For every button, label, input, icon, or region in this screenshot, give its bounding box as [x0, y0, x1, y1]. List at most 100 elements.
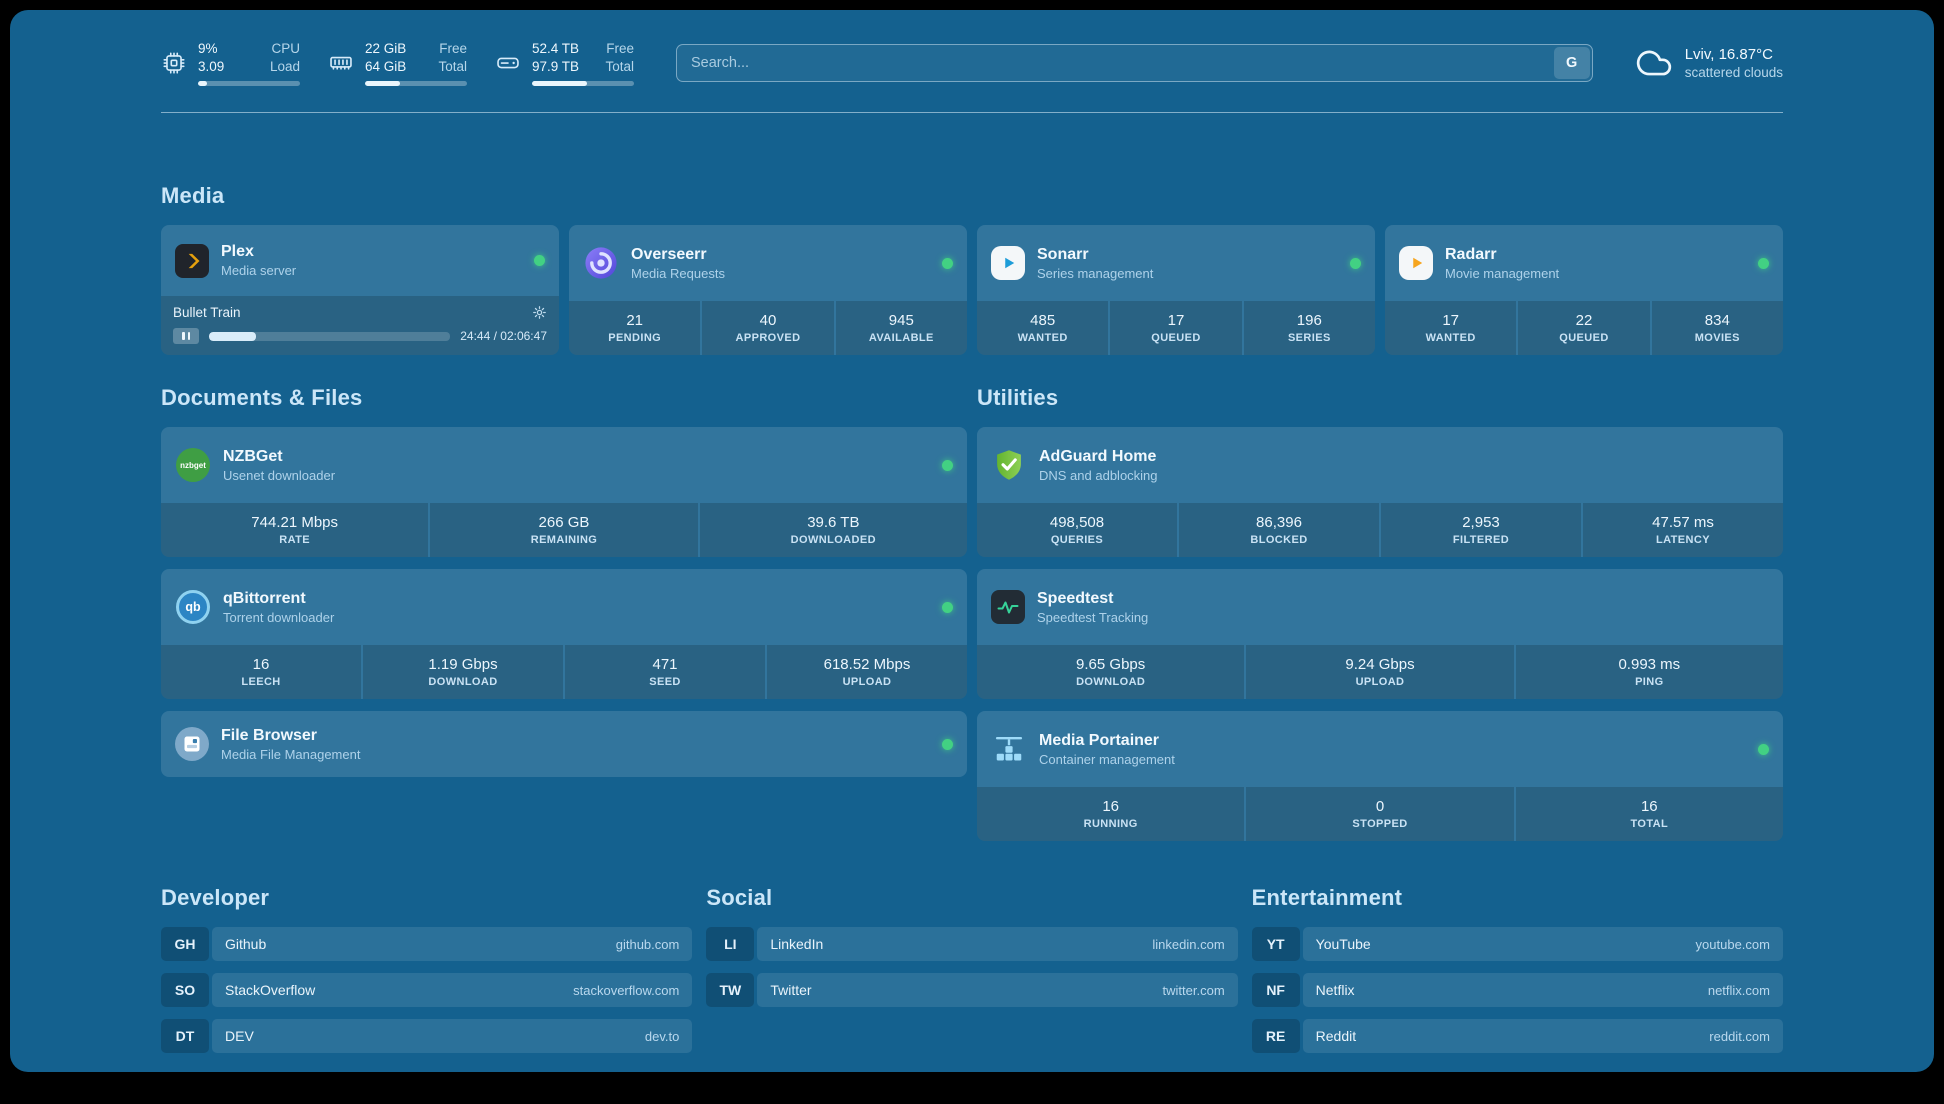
bookmark-reddit[interactable]: RE Reddit reddit.com [1251, 1019, 1783, 1053]
stat-downloaded: 39.6 TB DOWNLOADED [699, 503, 967, 557]
service-card-sonarr[interactable]: Sonarr Series management 485 WANTED 17 Q… [977, 225, 1375, 355]
memory-total-label: Total [438, 59, 467, 74]
plex-now-playing: Bullet Train [161, 296, 559, 355]
status-dot [942, 459, 953, 471]
bookmark-group-social: Social LI LinkedIn linkedin.com TW Twitt… [706, 885, 1238, 1053]
service-desc: Series management [1037, 265, 1154, 281]
service-name: Media Portainer [1039, 731, 1160, 749]
section-title-media: Media [161, 183, 225, 208]
service-name: qBittorrent [223, 589, 306, 607]
pause-button[interactable] [173, 328, 199, 344]
search-bar: G [676, 44, 1593, 82]
playback-progress-bar[interactable] [209, 331, 451, 341]
bookmark-abbr: NF [1251, 973, 1300, 1007]
service-card-qbittorrent[interactable]: qb qBittorrent Torrent downloader 16 LEE… [161, 569, 967, 699]
service-card-overseerr[interactable]: Overseerr Media Requests 21 PENDING 40 A… [569, 225, 967, 355]
gear-icon[interactable] [532, 305, 547, 320]
overseerr-icon [583, 245, 619, 281]
stat-approved: 40 APPROVED [702, 301, 834, 355]
disk-usage-bar [532, 81, 634, 86]
bookmark-name: Github [225, 936, 267, 952]
service-name: NZBGet [223, 447, 283, 465]
top-bar: 9% 3.09 CPU Load [161, 40, 1783, 86]
service-card-plex[interactable]: Plex Media server Bullet Train [161, 225, 559, 355]
bookmark-linkedin[interactable]: LI LinkedIn linkedin.com [706, 927, 1238, 961]
disk-free-label: Free [606, 41, 634, 56]
service-card-speedtest[interactable]: Speedtest Speedtest Tracking 9.65 Gbps D… [977, 569, 1783, 699]
service-name: Sonarr [1037, 245, 1089, 263]
bookmark-abbr: LI [706, 927, 755, 961]
status-dot [942, 738, 953, 750]
section-title-utilities: Utilities [977, 385, 1059, 410]
bookmark-twitter[interactable]: TW Twitter twitter.com [706, 973, 1238, 1007]
bookmark-abbr: SO [161, 973, 209, 1007]
cpu-icon [161, 50, 187, 76]
search-input[interactable] [676, 44, 1593, 82]
bookmark-url: linkedin.com [1152, 936, 1225, 952]
disk-icon [495, 50, 521, 76]
cpu-widget: 9% 3.09 CPU Load [161, 40, 300, 86]
qbittorrent-icon: qb [175, 589, 211, 625]
plex-icon [175, 243, 209, 278]
search-engine-button[interactable]: G [1553, 47, 1590, 79]
disk-total-label: Total [605, 59, 634, 74]
bookmark-youtube[interactable]: YT YouTube youtube.com [1251, 927, 1783, 961]
bookmark-abbr: DT [161, 1019, 209, 1053]
cpu-load-label: Load [269, 59, 300, 74]
stat-rate: 744.21 Mbps RATE [161, 503, 429, 557]
bookmark-name: DEV [225, 1028, 254, 1044]
bookmark-abbr: YT [1251, 927, 1300, 961]
service-name: Speedtest [1037, 589, 1114, 607]
disk-total-value: 97.9 TB [532, 59, 580, 74]
section-title-social: Social [706, 885, 773, 910]
status-dot [942, 257, 953, 269]
stat-queued: 17 QUEUED [1110, 301, 1242, 355]
weather-condition: scattered clouds [1684, 65, 1783, 80]
service-name: Radarr [1445, 245, 1497, 263]
memory-free-label: Free [439, 41, 467, 56]
bookmark-netflix[interactable]: NF Netflix netflix.com [1251, 973, 1783, 1007]
weather-location: Lviv, 16.87°C [1684, 46, 1773, 63]
bookmark-github[interactable]: GH Github github.com [161, 927, 693, 961]
stat-queries: 498,508 QUERIES [977, 503, 1177, 557]
bookmark-abbr: TW [706, 973, 755, 1007]
stat-filtered: 2,953 FILTERED [1381, 503, 1581, 557]
weather-widget: Lviv, 16.87°C scattered clouds [1635, 44, 1783, 82]
service-card-adguard[interactable]: AdGuard Home DNS and adblocking 498,508 … [977, 427, 1783, 557]
service-card-portainer[interactable]: Media Portainer Container management 16 … [977, 711, 1783, 841]
memory-total-value: 64 GiB [365, 59, 407, 74]
section-media: Media Plex Media server [161, 183, 1783, 355]
section-title-entertainment: Entertainment [1251, 885, 1403, 910]
service-name: Plex [221, 243, 254, 260]
stat-wanted: 17 WANTED [1385, 301, 1517, 355]
stat-queued: 22 QUEUED [1518, 301, 1650, 355]
service-card-filebrowser[interactable]: File Browser Media File Management [161, 711, 967, 777]
bookmark-url: stackoverflow.com [573, 982, 680, 998]
service-card-nzbget[interactable]: nzbget NZBGet Usenet downloader 744.21 M… [161, 427, 967, 557]
filebrowser-icon [175, 727, 209, 761]
service-desc: DNS and adblocking [1039, 467, 1158, 483]
bookmark-url: reddit.com [1709, 1028, 1770, 1044]
cloud-icon [1635, 44, 1673, 82]
bookmark-dev[interactable]: DT DEV dev.to [161, 1019, 693, 1053]
bookmark-stackoverflow[interactable]: SO StackOverflow stackoverflow.com [161, 973, 693, 1007]
status-dot [534, 255, 545, 266]
service-desc: Media Requests [631, 265, 725, 281]
stat-stopped: 0 STOPPED [1246, 787, 1514, 841]
service-desc: Media server [221, 263, 297, 278]
bookmark-url: github.com [615, 936, 680, 952]
adguard-icon [991, 447, 1027, 483]
service-card-radarr[interactable]: Radarr Movie management 17 WANTED 22 QUE… [1385, 225, 1783, 355]
memory-free-value: 22 GiB [365, 41, 407, 56]
service-desc: Torrent downloader [223, 609, 335, 625]
stat-available: 945 AVAILABLE [835, 301, 967, 355]
stat-wanted: 485 WANTED [977, 301, 1109, 355]
sonarr-icon [991, 246, 1025, 280]
bookmark-url: netflix.com [1707, 982, 1770, 998]
cpu-usage-bar [198, 81, 300, 86]
bookmark-name: StackOverflow [225, 982, 316, 998]
stat-seed: 471 SEED [565, 645, 765, 699]
radarr-icon [1399, 246, 1433, 280]
memory-widget: 22 GiB 64 GiB Free Total [328, 40, 467, 86]
stat-upload: 618.52 Mbps UPLOAD [767, 645, 967, 699]
